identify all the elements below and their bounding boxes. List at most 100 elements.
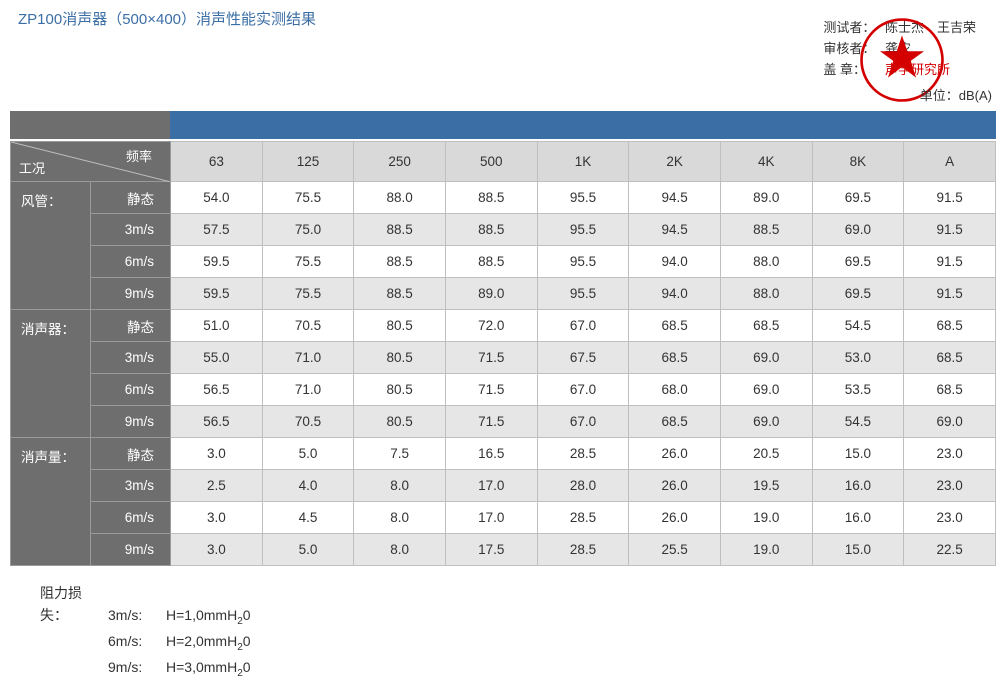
- reviewer-value: 龚农: [885, 41, 911, 56]
- data-cell: 23.0: [904, 502, 996, 534]
- data-cell: 69.0: [812, 214, 904, 246]
- data-cell: 89.0: [720, 182, 812, 214]
- data-cell: 80.5: [354, 406, 446, 438]
- row-label: 6m/s: [91, 374, 171, 406]
- data-cell: 17.5: [445, 534, 537, 566]
- footer-speed: 3m/s:: [108, 604, 166, 626]
- data-cell: 3.0: [171, 534, 263, 566]
- data-cell: 16.0: [812, 502, 904, 534]
- row-label: 静态: [91, 182, 171, 214]
- data-cell: 19.0: [720, 534, 812, 566]
- group-label: 消声量：: [11, 438, 91, 566]
- data-cell: 88.0: [720, 246, 812, 278]
- data-cell: 8.0: [354, 534, 446, 566]
- data-cell: 80.5: [354, 374, 446, 406]
- data-cell: 94.5: [629, 214, 721, 246]
- data-cell: 95.5: [537, 214, 629, 246]
- data-cell: 68.5: [904, 310, 996, 342]
- footer-speed: 9m/s:: [108, 656, 166, 678]
- data-cell: 55.0: [171, 342, 263, 374]
- data-cell: 88.5: [354, 278, 446, 310]
- data-cell: 8.0: [354, 502, 446, 534]
- table-row: 9m/s3.05.08.017.528.525.519.015.022.5: [11, 534, 996, 566]
- table-head: 频率工况631252505001K2K4K8KA: [11, 142, 996, 182]
- data-cell: 69.0: [904, 406, 996, 438]
- data-cell: 26.0: [629, 438, 721, 470]
- data-cell: 71.5: [445, 406, 537, 438]
- data-cell: 28.5: [537, 534, 629, 566]
- data-cell: 59.5: [171, 246, 263, 278]
- diag-bottom: 工况: [19, 158, 45, 177]
- data-cell: 15.0: [812, 534, 904, 566]
- table-body: 风管：静态54.075.588.088.595.594.589.069.591.…: [11, 182, 996, 566]
- row-label: 9m/s: [91, 406, 171, 438]
- data-cell: 71.0: [262, 374, 354, 406]
- data-cell: 69.5: [812, 246, 904, 278]
- data-table: 频率工况631252505001K2K4K8KA 风管：静态54.075.588…: [10, 141, 996, 566]
- data-cell: 67.0: [537, 406, 629, 438]
- data-cell: 88.0: [354, 182, 446, 214]
- table-row: 风管：静态54.075.588.088.595.594.589.069.591.…: [11, 182, 996, 214]
- data-cell: 25.5: [629, 534, 721, 566]
- data-cell: 28.5: [537, 502, 629, 534]
- seal-label: 盖 章：: [823, 60, 881, 81]
- footer-line: 6m/s:H=2,0mmH20: [40, 630, 996, 656]
- row-label: 静态: [91, 310, 171, 342]
- data-cell: 88.5: [354, 246, 446, 278]
- data-cell: 68.5: [629, 406, 721, 438]
- data-cell: 53.0: [812, 342, 904, 374]
- header-bar: [10, 111, 996, 141]
- data-cell: 59.5: [171, 278, 263, 310]
- data-cell: 68.5: [904, 374, 996, 406]
- footer-line: 9m/s:H=3,0mmH20: [40, 656, 996, 682]
- data-cell: 91.5: [904, 246, 996, 278]
- footer-speed: 6m/s:: [108, 630, 166, 652]
- data-cell: 8.0: [354, 470, 446, 502]
- table-row: 3m/s57.575.088.588.595.594.588.569.091.5: [11, 214, 996, 246]
- data-cell: 72.0: [445, 310, 537, 342]
- row-label: 6m/s: [91, 502, 171, 534]
- data-cell: 75.5: [262, 278, 354, 310]
- table-row: 9m/s56.570.580.571.567.068.569.054.569.0: [11, 406, 996, 438]
- row-label: 9m/s: [91, 534, 171, 566]
- data-cell: 22.5: [904, 534, 996, 566]
- data-cell: 88.5: [445, 246, 537, 278]
- row-label: 3m/s: [91, 342, 171, 374]
- data-cell: 5.0: [262, 438, 354, 470]
- data-cell: 26.0: [629, 470, 721, 502]
- data-cell: 56.5: [171, 406, 263, 438]
- table-row: 6m/s59.575.588.588.595.594.088.069.591.5: [11, 246, 996, 278]
- data-cell: 16.5: [445, 438, 537, 470]
- data-cell: 75.5: [262, 182, 354, 214]
- data-cell: 88.5: [445, 182, 537, 214]
- data-cell: 75.5: [262, 246, 354, 278]
- col-header: 63: [171, 142, 263, 182]
- data-cell: 95.5: [537, 182, 629, 214]
- data-cell: 69.5: [812, 278, 904, 310]
- footer-line: 阻力损失：3m/s:H=1,0mmH20: [40, 582, 996, 630]
- data-cell: 69.0: [720, 374, 812, 406]
- data-cell: 4.0: [262, 470, 354, 502]
- col-header: 500: [445, 142, 537, 182]
- data-cell: 17.0: [445, 502, 537, 534]
- data-cell: 28.5: [537, 438, 629, 470]
- data-cell: 89.0: [445, 278, 537, 310]
- col-header: 1K: [537, 142, 629, 182]
- data-cell: 70.5: [262, 310, 354, 342]
- col-header: A: [904, 142, 996, 182]
- data-cell: 88.5: [354, 214, 446, 246]
- data-cell: 20.5: [720, 438, 812, 470]
- data-cell: 95.5: [537, 246, 629, 278]
- row-label: 3m/s: [91, 470, 171, 502]
- data-cell: 80.5: [354, 342, 446, 374]
- table-row: 3m/s55.071.080.571.567.568.569.053.068.5: [11, 342, 996, 374]
- data-cell: 88.5: [445, 214, 537, 246]
- data-cell: 91.5: [904, 214, 996, 246]
- col-header: 250: [354, 142, 446, 182]
- data-cell: 80.5: [354, 310, 446, 342]
- data-cell: 69.0: [720, 406, 812, 438]
- data-cell: 19.5: [720, 470, 812, 502]
- data-cell: 5.0: [262, 534, 354, 566]
- data-cell: 91.5: [904, 182, 996, 214]
- header-info: 测试者： 陈士杰 王吉荣 审核者： 龚农 盖 章： 声学研究所: [823, 18, 976, 80]
